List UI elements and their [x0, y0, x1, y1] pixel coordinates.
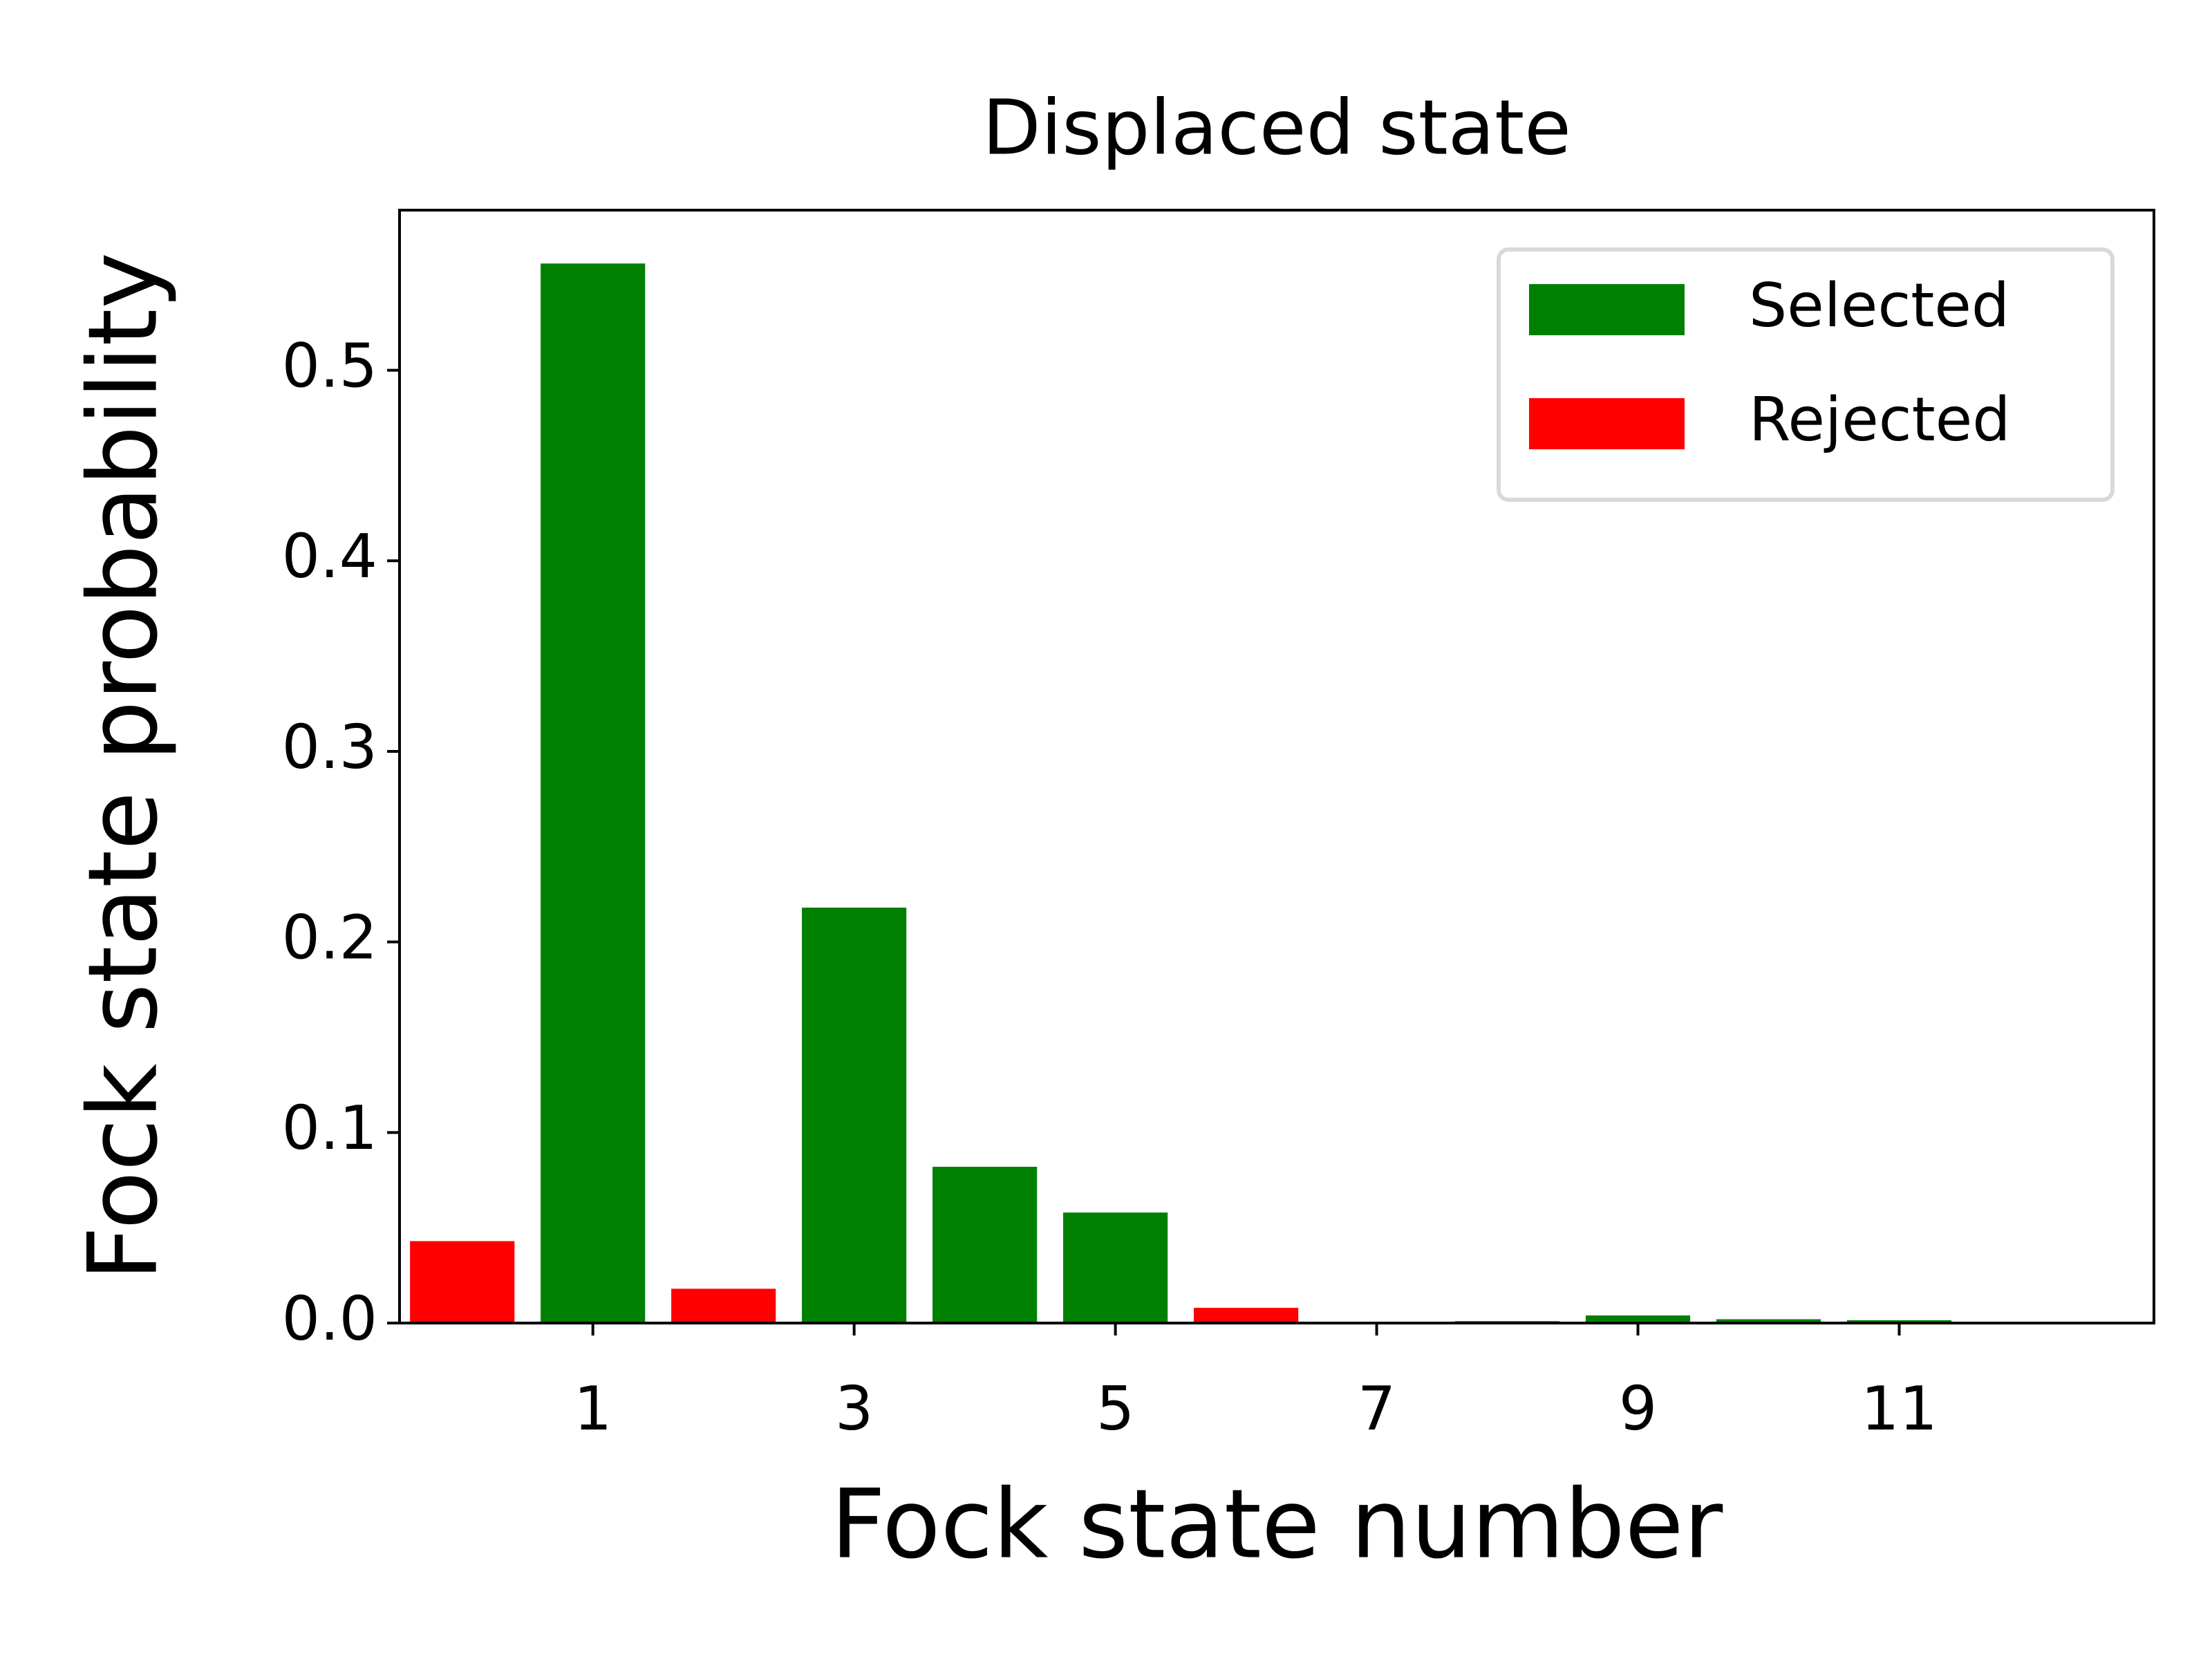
x-tick-label: 9 [1619, 1374, 1657, 1444]
y-tick-label: 0.2 [282, 903, 377, 973]
x-tick-label: 5 [1096, 1374, 1134, 1444]
legend-swatch [1529, 284, 1685, 335]
x-tick-label: 7 [1358, 1374, 1396, 1444]
bar [802, 908, 907, 1323]
y-axis-label: Fock state probability [68, 252, 179, 1281]
legend-label: Rejected [1749, 384, 2010, 455]
bar [1063, 1212, 1168, 1323]
x-tick-label: 3 [835, 1374, 873, 1444]
bar [1193, 1307, 1299, 1323]
bar [1585, 1315, 1691, 1323]
y-tick-label: 0.1 [282, 1093, 377, 1163]
x-tick-label: 11 [1861, 1374, 1938, 1444]
y-tick-label: 0.5 [282, 330, 377, 401]
y-tick-label: 0.4 [282, 521, 377, 592]
bar [932, 1166, 1038, 1323]
bar [1846, 1320, 1952, 1323]
plot-frame [398, 209, 2155, 1324]
bar [1716, 1319, 1821, 1323]
x-tick-label: 1 [574, 1374, 612, 1444]
y-tick-label: 0.0 [282, 1284, 377, 1354]
chart-title: Displaced state [982, 83, 1571, 171]
y-tick-label: 0.3 [282, 712, 377, 782]
x-axis-label: Fock state number [831, 1469, 1723, 1580]
bar [410, 1241, 515, 1323]
bar [541, 263, 646, 1323]
legend-label: Selected [1749, 270, 2009, 341]
bar [671, 1288, 776, 1323]
legend-swatch [1529, 398, 1685, 449]
